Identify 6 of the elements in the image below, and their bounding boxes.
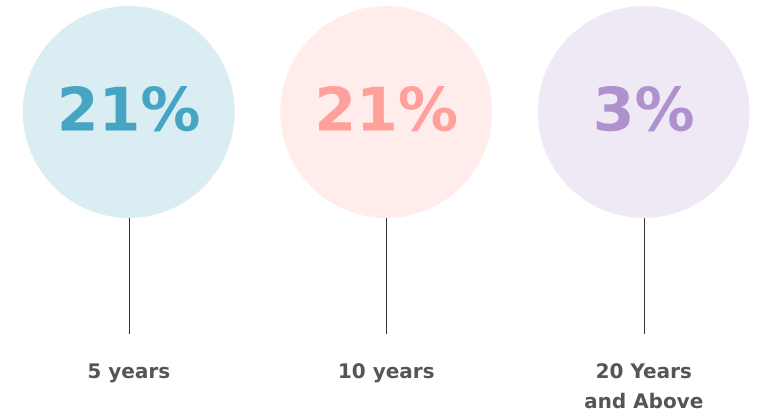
category-label: 20 Years and Above: [584, 359, 704, 414]
category-label: 10 years: [338, 359, 435, 384]
data-label: 21%: [56, 76, 201, 146]
category-label: 5 years: [87, 359, 170, 384]
data-label: 3%: [592, 76, 695, 146]
data-label: 21%: [314, 76, 458, 146]
